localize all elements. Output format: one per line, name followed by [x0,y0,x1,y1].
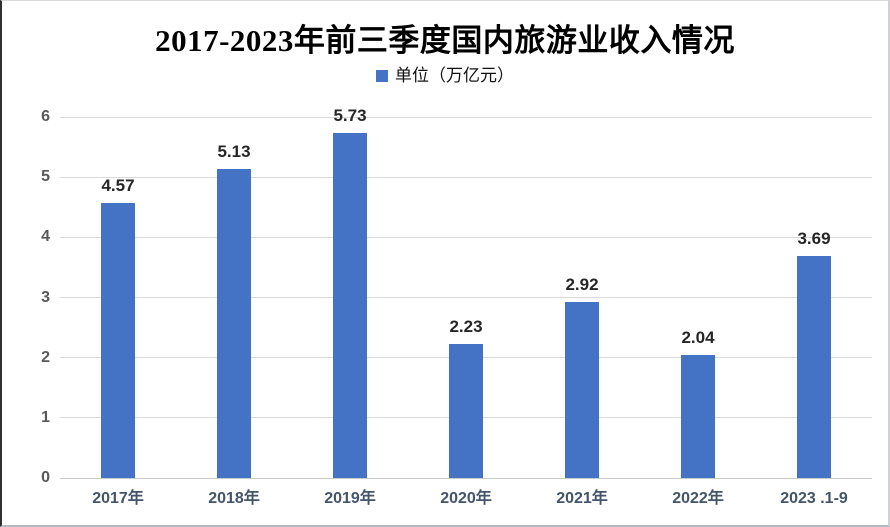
gridline [60,116,872,118]
y-axis-tick-label: 5 [41,168,50,186]
x-axis-label: 2023 .1-9 [780,490,848,507]
bar-value-label: 3.69 [797,229,831,248]
gridline [60,176,872,178]
bar-value-label: 5.13 [217,142,251,162]
legend-label: 单位（万亿元） [395,66,514,85]
y-axis-tick-label: 2 [41,348,50,366]
x-axis-label: 2021年 [556,490,608,507]
x-axis-label: 2022年 [672,490,724,507]
bar-value-label: 2.92 [565,275,599,295]
gridline [60,236,872,238]
bar [681,355,715,478]
legend-marker-square [376,70,388,82]
y-axis-tick-label: 0 [41,469,50,486]
bar [565,302,599,478]
chart-title: 2017-2023年前三季度国内旅游业收入情况 [155,23,735,58]
bar [101,203,135,478]
y-axis-tick-label: 3 [41,288,50,306]
bar [449,343,483,478]
x-axis-label: 2018年 [208,490,260,507]
bar [797,256,831,478]
bar [333,133,367,478]
x-axis-line [60,477,872,479]
legend: 单位（万亿元） [2,65,888,87]
bar-value-label: 2.23 [449,316,483,336]
x-axis-label: 2019年 [324,490,376,507]
bar [217,169,251,478]
y-axis-tick-label: 1 [41,408,50,426]
x-axis-label: 2020年 [440,490,492,507]
bar-value-label: 5.73 [333,106,367,126]
x-axis-label: 2017年 [92,490,144,507]
y-axis-tick-label: 6 [41,108,50,125]
gridline [60,297,872,298]
bar-value-label: 4.57 [101,176,135,196]
y-axis-tick-label: 4 [41,228,50,246]
bar-value-label: 2.04 [681,328,715,348]
plot-area: 0 1 2 3 4 5 6 4.57 2017年 5.13 2018年 5.73 2019年 2.23 20… [41,106,872,507]
